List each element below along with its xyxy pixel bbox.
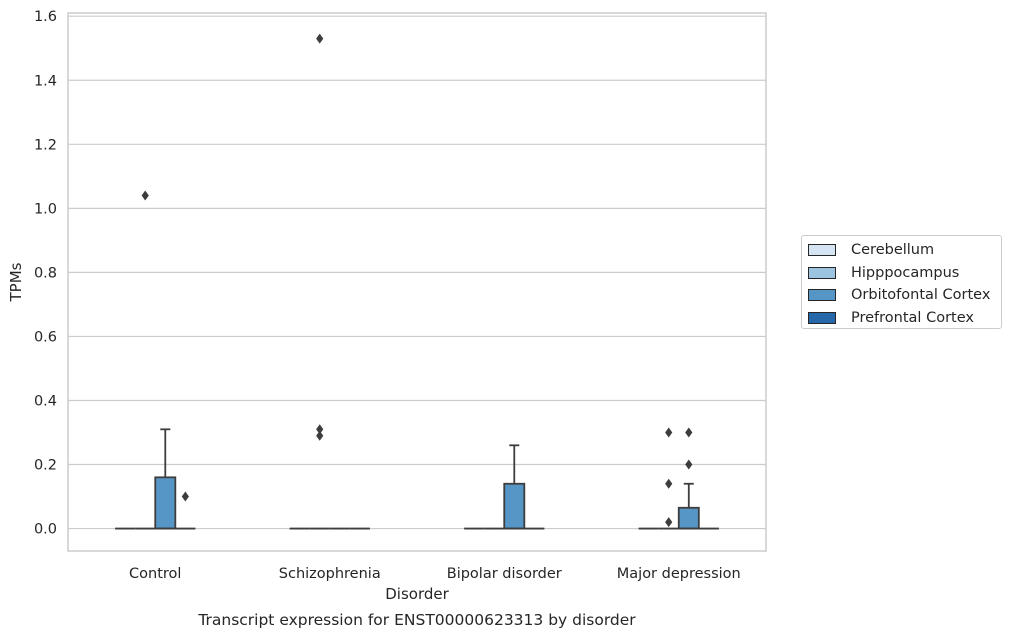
box-hipppocampus (658, 427, 679, 530)
y-tick-label: 0.0 (34, 522, 57, 538)
y-tick-label: 0.8 (34, 265, 57, 281)
x-tick-label: Bipolar disorder (447, 566, 562, 582)
outlier-point (685, 459, 693, 470)
box-hipppocampus (309, 33, 330, 530)
legend-label: Orbitofontal Cortex (851, 287, 991, 303)
y-axis: 0.0 0.2 0.4 0.6 0.8 1.0 1.2 1.4 1.6 (34, 9, 57, 537)
plot-area (67, 12, 767, 552)
legend-label: Prefrontal Cortex (851, 309, 974, 326)
box-plots (115, 33, 719, 530)
y-tick-label: 1.6 (34, 9, 57, 25)
y-tick-label: 1.4 (34, 73, 57, 89)
outlier-point (665, 427, 673, 438)
outlier-point (665, 517, 673, 528)
chart-title: Transcript expression for ENST0000062331… (197, 611, 636, 629)
outlier-point (316, 430, 324, 441)
x-tick-label: Major depression (617, 566, 741, 582)
outlier-point (316, 33, 324, 44)
y-tick-label: 1.2 (34, 137, 57, 153)
box-orbitofontal-cortex (677, 427, 700, 530)
outlier-point (685, 427, 693, 438)
y-tick-label: 0.6 (34, 329, 57, 345)
legend-item: Orbitofontal Cortex (808, 286, 990, 304)
box-hipppocampus (135, 190, 156, 530)
x-axis: Control Schizophrenia Bipolar disorder Majo… (129, 566, 741, 582)
legend-item: Cerebellum (808, 241, 934, 259)
legend-swatch (808, 244, 836, 256)
legend-item: Hipppocampus (808, 264, 959, 282)
outlier-point (316, 424, 324, 435)
box-orbitofontal-cortex (503, 444, 526, 530)
x-tick-label: Control (129, 566, 181, 582)
box-prefrontal-cortex (175, 491, 196, 530)
y-tick-label: 0.4 (34, 393, 57, 409)
legend: Cerebellum Hipppocampus Orbitofontal Corte… (801, 235, 1002, 329)
outlier-point (141, 190, 149, 201)
box-orbitofontal-cortex (154, 428, 177, 530)
y-tick-label: 1.0 (34, 201, 57, 217)
legend-item: Prefrontal Cortex (808, 309, 974, 327)
outlier-point (665, 478, 673, 489)
legend-label: Cerebellum (851, 242, 935, 258)
y-tick-label: 0.2 (34, 458, 57, 474)
y-axis-label: TPMs (7, 262, 25, 302)
legend-swatch (808, 311, 836, 324)
legend-swatch (808, 289, 836, 301)
legend-swatch (808, 266, 836, 279)
x-tick-label: Schizophrenia (279, 566, 381, 582)
outlier-point (181, 491, 189, 502)
legend-label: Hipppocampus (851, 264, 960, 281)
x-axis-label: Disorder (385, 585, 449, 603)
